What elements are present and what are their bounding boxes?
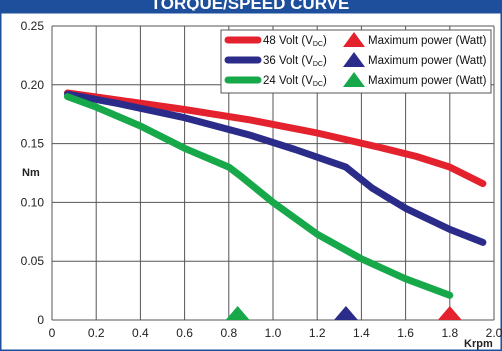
y-tick-label: 0.05 [21, 254, 45, 268]
y-tick-label: 0.25 [21, 19, 45, 33]
x-tick-label: 1.8 [441, 326, 458, 340]
x-tick-label: 0.2 [88, 326, 105, 340]
x-tick-label: 1.6 [397, 326, 414, 340]
y-tick-label: 0.10 [21, 195, 45, 209]
x-tick-label: 0.8 [220, 326, 237, 340]
y-tick-label: 0.15 [21, 137, 45, 151]
legend-marker-1 [343, 52, 365, 67]
x-tick-label: 1.4 [353, 326, 370, 340]
x-tick-label: 0.6 [176, 326, 193, 340]
y-axis-label: Nm [22, 167, 40, 179]
legend-marker-label-2: Maximum power (Watt) [368, 75, 487, 87]
x-axis-label: Krpm [464, 338, 493, 350]
legend-marker-label-0: Maximum power (Watt) [368, 35, 487, 47]
x-axis: 0 0.2 0.4 0.6 0.8 1.0 1.2 1.4 1.6 1.8 2.0 [49, 326, 502, 340]
x-tick-label: 1.2 [309, 326, 326, 340]
legend-label-0: 48 Volt (VDC) [263, 35, 327, 48]
x-tick-label: 2.0 [486, 326, 502, 340]
x-tick-label: 0 [49, 326, 56, 340]
series-line-0 [64, 89, 487, 188]
y-tick-label: 0.20 [21, 78, 45, 92]
y-tick-label: 0 [37, 313, 44, 327]
max-power-marker-1 [333, 306, 358, 320]
series-line-1 [64, 90, 487, 246]
series-line-2 [64, 93, 454, 299]
y-axis: 0 0.05 0.10 0.15 0.20 0.25 [21, 19, 45, 327]
series-lines [64, 89, 487, 299]
legend-marker-2 [343, 72, 365, 87]
chart-title: TORQUE/SPEED CURVE [151, 0, 350, 13]
x-tick-label: 1.0 [265, 326, 282, 340]
plot-frame [0, 10, 502, 351]
max-power-markers [225, 306, 462, 320]
title-bar [0, 0, 502, 12]
x-tick-label: 0.4 [132, 326, 149, 340]
legend-label-2: 24 Volt (VDC) [263, 75, 327, 88]
legend-label-1: 36 Volt (VDC) [263, 55, 327, 68]
legend-marker-label-1: Maximum power (Watt) [368, 55, 487, 67]
max-power-marker-2 [225, 306, 250, 320]
max-power-marker-0 [437, 306, 462, 320]
legend: 48 Volt (VDC) Maximum power (Watt) 36 Volt… [220, 29, 492, 94]
legend-marker-0 [343, 32, 365, 47]
